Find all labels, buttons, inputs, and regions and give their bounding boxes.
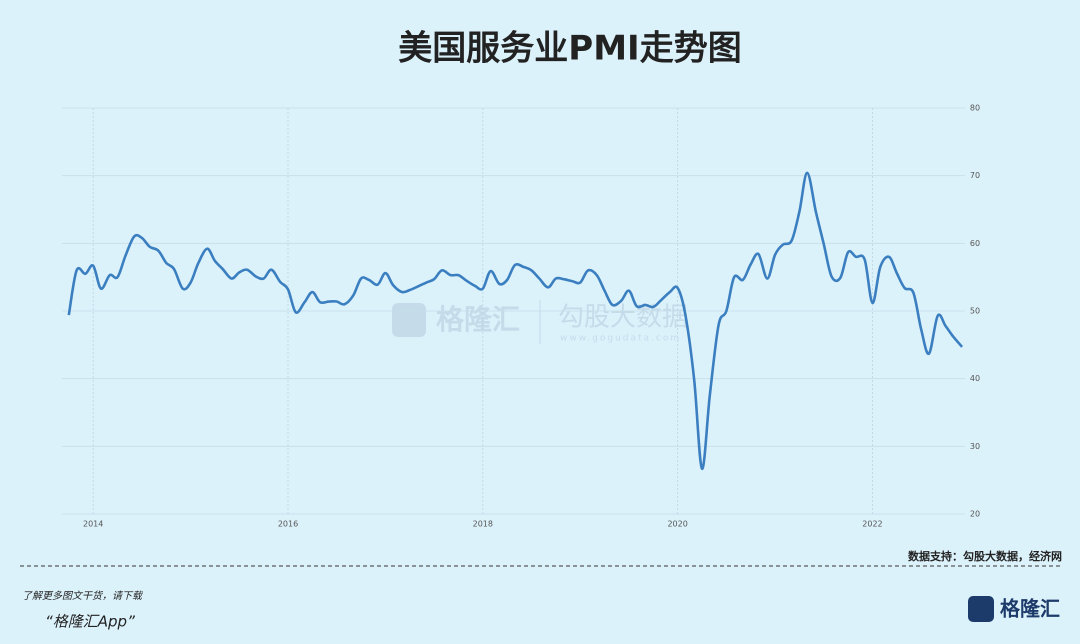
watermark-icon — [392, 303, 426, 337]
logo-text: 格隆汇 — [1000, 597, 1060, 621]
y-tick-label: 60 — [970, 239, 980, 248]
y-tick-label: 40 — [970, 374, 980, 383]
watermark-text: 勾股大数据 — [558, 303, 688, 333]
chart-title: 美国服务业PMI走势图 — [398, 29, 741, 69]
y-tick-label: 30 — [970, 442, 980, 451]
x-tick-label: 2022 — [862, 520, 882, 529]
line-series — [67, 171, 964, 470]
footer-text: 了解更多图文干货，请下载 — [22, 590, 144, 602]
x-tick-label: 2014 — [83, 520, 103, 529]
watermark-url: www.gogudata.com — [560, 334, 681, 344]
y-tick-label: 20 — [970, 510, 980, 519]
x-tick-label: 2020 — [667, 520, 687, 529]
logo-icon — [968, 596, 994, 622]
footer-app: “格隆汇App” — [45, 613, 135, 631]
watermark-text: 格隆汇 — [436, 303, 520, 336]
y-tick-label: 50 — [970, 307, 980, 316]
y-tick-label: 80 — [970, 104, 980, 113]
source: 数据支持：勾股大数据，经济网 — [908, 549, 1062, 563]
x-tick-label: 2016 — [278, 520, 298, 529]
x-tick-label: 2018 — [473, 520, 493, 529]
watermark: 格隆汇 勾股大数据 www.gogudata.com — [392, 300, 688, 344]
y-tick-label: 70 — [970, 171, 980, 180]
